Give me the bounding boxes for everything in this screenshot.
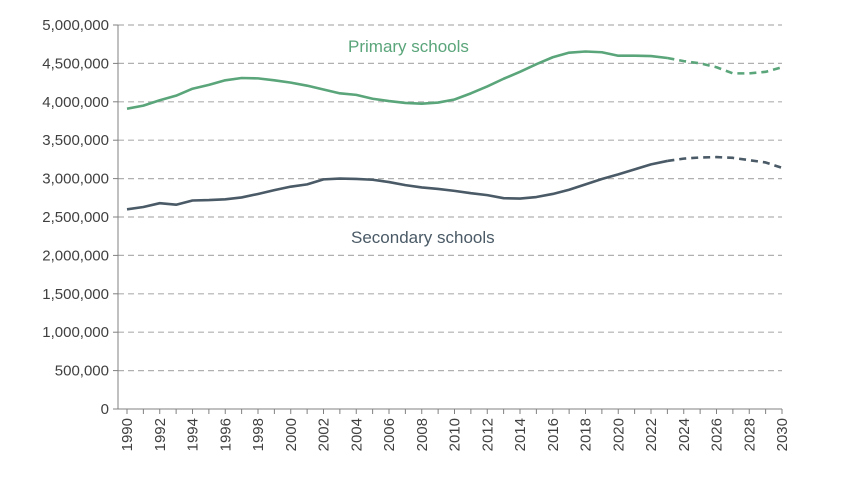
y-tick-label: 4,500,000 — [42, 55, 109, 72]
x-tick-label: 2006 — [381, 418, 398, 451]
grid-lines — [118, 24, 782, 372]
primary-schools-line — [126, 50, 668, 110]
x-tick-label: 2002 — [316, 418, 333, 451]
x-tick-label: 2030 — [774, 418, 791, 451]
x-tick-label: 2020 — [610, 418, 627, 451]
secondary-schools-projection-line — [667, 155, 783, 170]
x-tick-label: 2014 — [512, 418, 529, 451]
x-tick-label: 2012 — [479, 418, 496, 451]
y-tick-label: 3,500,000 — [42, 132, 109, 149]
x-tick-label: 2028 — [741, 418, 758, 451]
x-tick-label: 1992 — [152, 418, 169, 451]
x-tick-label: 2010 — [447, 418, 464, 451]
x-tick-label: 1990 — [119, 418, 136, 451]
series-lines — [126, 50, 783, 211]
x-tick-label: 2024 — [676, 418, 693, 451]
y-tick-label: 2,000,000 — [42, 247, 109, 264]
primary-schools-projection-line — [667, 56, 783, 75]
x-tick-label: 1998 — [250, 418, 267, 451]
secondary-schools-line — [126, 159, 668, 211]
x-tick-label: 2008 — [414, 418, 431, 451]
y-tick-label: 4,000,000 — [42, 94, 109, 111]
y-tick-label: 500,000 — [55, 363, 109, 380]
y-tick-label: 2,500,000 — [42, 209, 109, 226]
x-tick-label: 2022 — [643, 418, 660, 451]
y-axis-tick-labels: 0 500,000 1,000,000 1,500,000 2,000,000 2,500… — [42, 17, 109, 418]
x-tick-label: 2018 — [578, 418, 595, 451]
x-tick-label: 2016 — [545, 418, 562, 451]
x-tick-label: 2026 — [709, 418, 726, 451]
x-tick-label: 1996 — [217, 418, 234, 451]
x-tick-label: 2004 — [348, 418, 365, 451]
x-tick-label: 2000 — [283, 418, 300, 451]
x-axis-tick-labels: 1990 1992 1994 1996 1998 2000 2002 2004 2006 2008… — [119, 418, 791, 451]
axes — [113, 24, 783, 414]
secondary-schools-series-label: Secondary schools — [351, 228, 495, 247]
y-tick-label: 1,000,000 — [42, 324, 109, 341]
primary-schools-series-label: Primary schools — [348, 37, 469, 56]
y-tick-label: 0 — [101, 401, 109, 418]
y-tick-label: 3,000,000 — [42, 171, 109, 188]
y-tick-label: 5,000,000 — [42, 17, 109, 34]
y-tick-label: 1,500,000 — [42, 286, 109, 303]
x-tick-label: 1994 — [185, 418, 202, 451]
